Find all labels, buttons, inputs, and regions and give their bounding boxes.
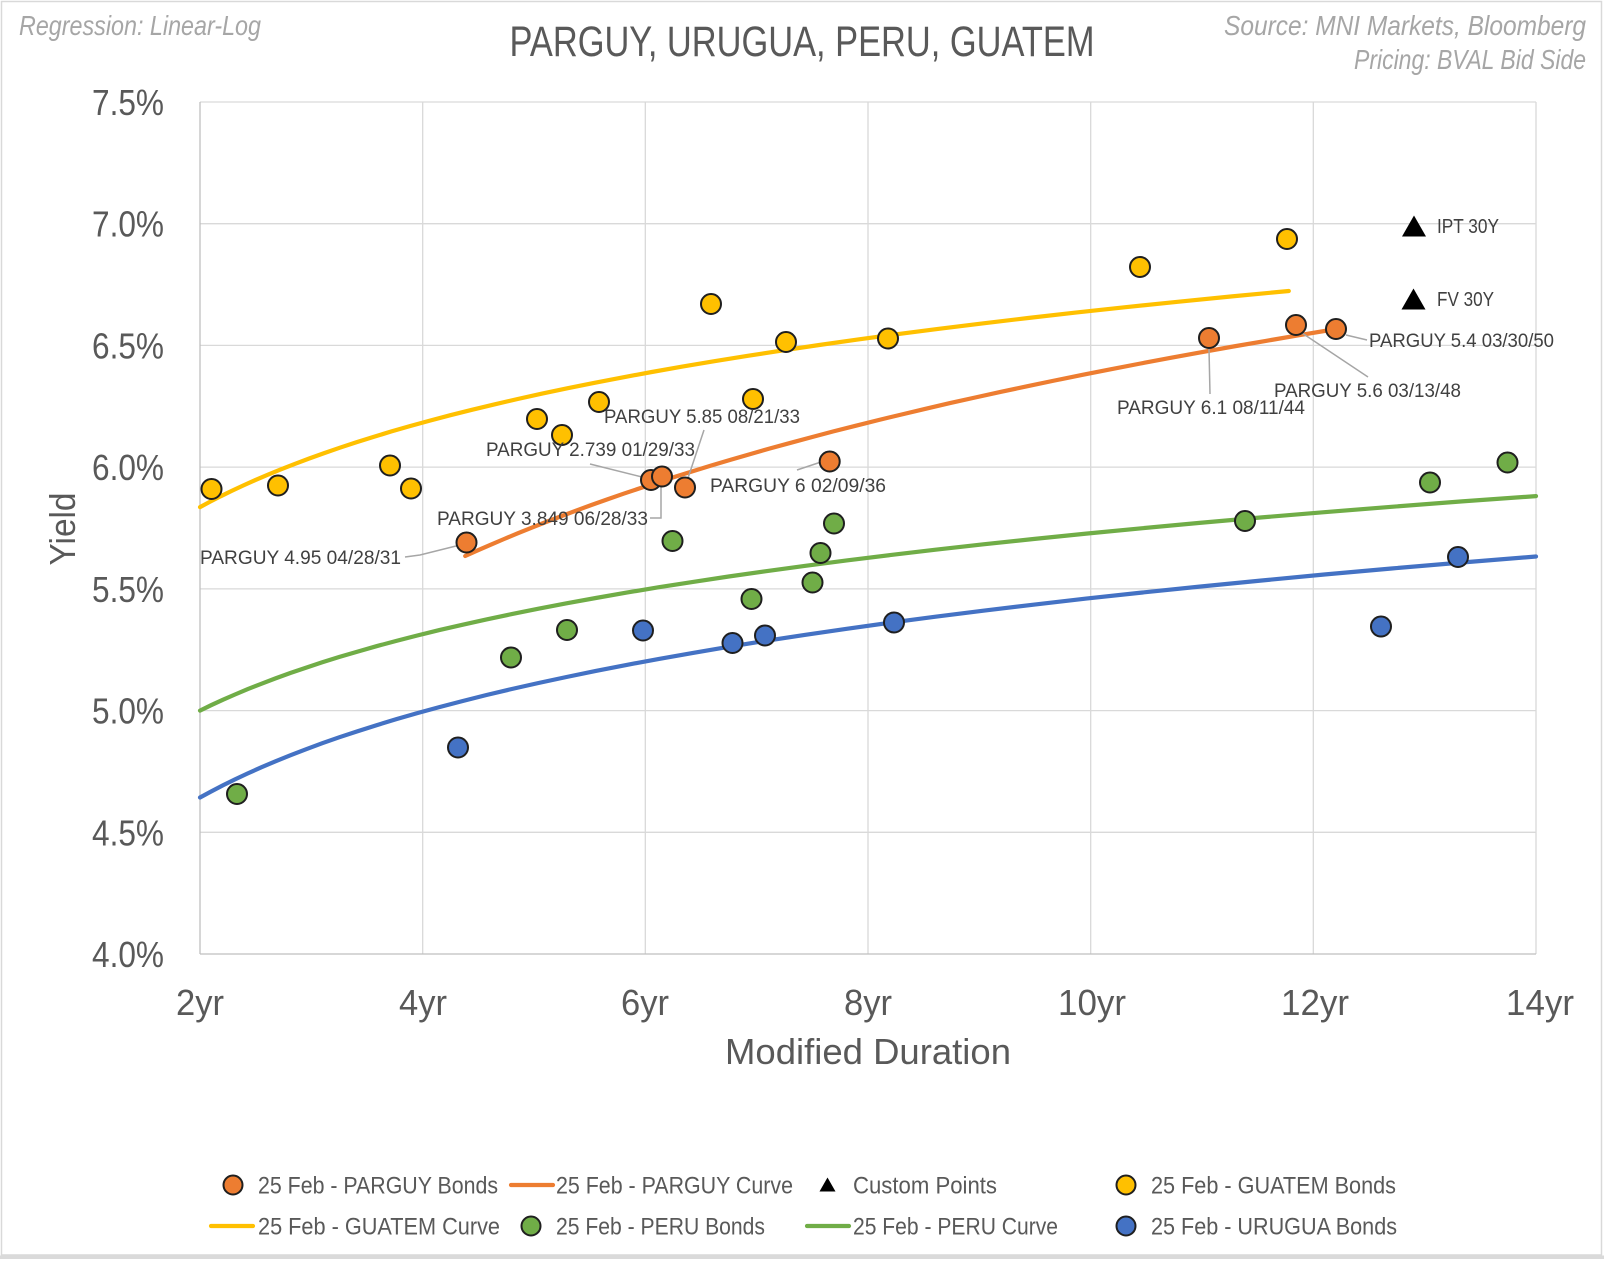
svg-text:5.5%: 5.5% <box>92 569 164 610</box>
svg-text:25 Feb - PARGUY Curve: 25 Feb - PARGUY Curve <box>556 1173 793 1200</box>
svg-text:Modified Duration: Modified Duration <box>725 1031 1011 1072</box>
svg-text:14yr: 14yr <box>1506 982 1574 1023</box>
svg-text:PARGUY 5.85 08/21/33: PARGUY 5.85 08/21/33 <box>604 407 800 428</box>
svg-text:Source: MNI Markets, Bloomberg: Source: MNI Markets, Bloomberg <box>1224 10 1586 41</box>
svg-text:Pricing: BVAL Bid Side: Pricing: BVAL Bid Side <box>1354 44 1586 75</box>
svg-text:PARGUY 6.1 08/11/44: PARGUY 6.1 08/11/44 <box>1117 398 1305 419</box>
svg-text:12yr: 12yr <box>1281 982 1349 1023</box>
svg-text:4.0%: 4.0% <box>92 934 164 975</box>
svg-text:6.0%: 6.0% <box>92 447 164 488</box>
svg-text:6yr: 6yr <box>621 982 669 1023</box>
svg-text:25 Feb - GUATEM Bonds: 25 Feb - GUATEM Bonds <box>1151 1173 1396 1200</box>
svg-text:2yr: 2yr <box>176 982 224 1023</box>
svg-text:Custom Points: Custom Points <box>853 1173 997 1200</box>
svg-text:Regression: Linear-Log: Regression: Linear-Log <box>19 10 261 41</box>
svg-text:PARGUY 3.849 06/28/33: PARGUY 3.849 06/28/33 <box>437 509 648 530</box>
svg-text:PARGUY 4.95 04/28/31: PARGUY 4.95 04/28/31 <box>200 548 401 569</box>
svg-text:4.5%: 4.5% <box>92 812 164 853</box>
svg-text:PARGUY, URUGUA, PERU, GUATEM: PARGUY, URUGUA, PERU, GUATEM <box>510 18 1095 66</box>
svg-text:6.5%: 6.5% <box>92 325 164 366</box>
svg-text:PARGUY 6 02/09/36: PARGUY 6 02/09/36 <box>710 476 886 497</box>
svg-text:7.0%: 7.0% <box>92 204 164 245</box>
svg-text:25 Feb - URUGUA Bonds: 25 Feb - URUGUA Bonds <box>1151 1214 1397 1241</box>
svg-text:25 Feb - GUATEM Curve: 25 Feb - GUATEM Curve <box>258 1214 500 1241</box>
svg-text:25 Feb - PERU Bonds: 25 Feb - PERU Bonds <box>556 1214 765 1241</box>
svg-text:Yield: Yield <box>42 493 83 566</box>
svg-text:FV 30Y: FV 30Y <box>1437 289 1494 311</box>
svg-text:25 Feb - PERU Curve: 25 Feb - PERU Curve <box>853 1214 1058 1241</box>
svg-text:25 Feb - PARGUY Bonds: 25 Feb - PARGUY Bonds <box>258 1173 498 1200</box>
svg-text:PARGUY 5.6 03/13/48: PARGUY 5.6 03/13/48 <box>1274 381 1461 402</box>
svg-text:IPT 30Y: IPT 30Y <box>1437 216 1499 238</box>
svg-text:7.5%: 7.5% <box>92 82 164 123</box>
svg-text:4yr: 4yr <box>399 982 447 1023</box>
svg-text:8yr: 8yr <box>844 982 892 1023</box>
svg-text:PARGUY 2.739 01/29/33: PARGUY 2.739 01/29/33 <box>486 440 695 461</box>
svg-text:5.0%: 5.0% <box>92 691 164 732</box>
svg-text:10yr: 10yr <box>1058 982 1126 1023</box>
svg-text:PARGUY 5.4 03/30/50: PARGUY 5.4 03/30/50 <box>1369 331 1554 352</box>
